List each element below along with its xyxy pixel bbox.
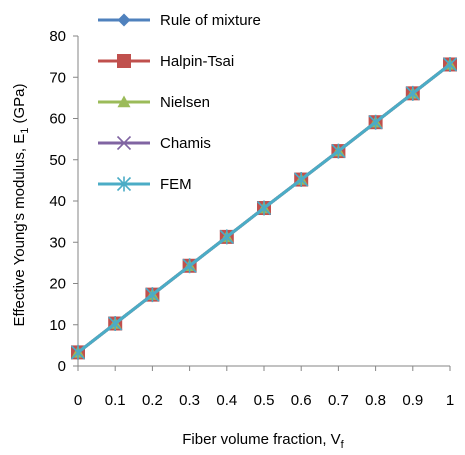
y-axis-title: Effective Young's modulus, E1 (GPa) [11, 83, 31, 326]
legend-entry: FEM [98, 176, 192, 193]
y-tick-label: 60 [49, 111, 66, 128]
x-tick-label: 1 [446, 392, 454, 409]
x-tick-label: 0.3 [179, 392, 200, 409]
star-marker [256, 200, 272, 216]
star-marker [331, 143, 346, 159]
star-marker [70, 344, 86, 360]
legend-label: Halpin-Tsai [160, 53, 234, 70]
x-tick-label: 0.5 [254, 392, 275, 409]
legend-entry: Rule of mixture [98, 12, 261, 29]
series-fem [70, 56, 458, 360]
legend-entry: Nielsen [98, 94, 210, 111]
x-tick-label: 0.6 [291, 392, 312, 409]
x-marker [116, 135, 132, 151]
star-marker [116, 176, 132, 192]
axes: 0 10 20 30 40 50 60 70 80 0 0.1 0.2 0.3 0.4 0.5 0.6 0.7 0… [49, 28, 454, 409]
diamond-marker [117, 13, 131, 27]
y-tick-label: 10 [49, 317, 66, 334]
square-marker [117, 54, 131, 68]
legend-label: Rule of mixture [160, 12, 261, 29]
star-marker [368, 114, 383, 130]
x-axis-title: Fiber volume fraction, Vf [182, 431, 344, 451]
x-tick-label: 0.2 [142, 392, 163, 409]
x-tick-label: 0.7 [328, 392, 349, 409]
y-tick-label: 80 [49, 28, 66, 45]
star-marker [219, 229, 234, 245]
legend: Rule of mixture Halpin-Tsai Nielsen Chamis F… [98, 12, 261, 193]
triangle-marker [117, 95, 131, 108]
y-tick-label: 0 [58, 358, 66, 375]
series-layer [70, 56, 458, 360]
x-tick-label: 0.1 [105, 392, 126, 409]
star-marker [108, 316, 123, 332]
y-tick-label: 30 [49, 234, 66, 251]
legend-entry: Halpin-Tsai [98, 53, 234, 70]
legend-label: Chamis [160, 135, 211, 152]
legend-label: Nielsen [160, 94, 210, 111]
y-tick-label: 70 [49, 69, 66, 86]
star-marker [294, 172, 309, 188]
y-tick-label: 40 [49, 193, 66, 210]
y-tick-label: 20 [49, 276, 66, 293]
x-tick-label: 0 [74, 392, 82, 409]
legend-label: FEM [160, 176, 192, 193]
x-tick-label: 0.4 [216, 392, 237, 409]
star-marker [405, 85, 420, 101]
star-marker [145, 287, 160, 303]
star-marker [442, 56, 458, 72]
legend-entry: Chamis [98, 135, 211, 152]
x-tick-label: 0.9 [402, 392, 423, 409]
x-tick-label: 0.8 [365, 392, 386, 409]
star-marker [182, 258, 197, 274]
y-tick-label: 50 [49, 152, 66, 169]
